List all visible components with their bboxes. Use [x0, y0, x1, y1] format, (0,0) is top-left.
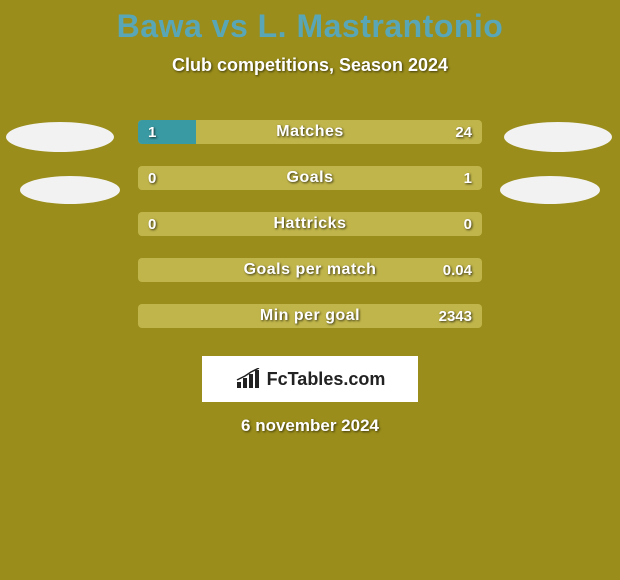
player1-oval-a: [6, 122, 114, 152]
comparison-card: Bawa vs L. Mastrantonio Club competition…: [0, 0, 620, 580]
stat-label: Goals per match: [138, 258, 482, 282]
stat-bar: 124Matches: [138, 120, 482, 144]
fctables-logo: FcTables.com: [202, 356, 418, 402]
stat-label: Min per goal: [138, 304, 482, 328]
player1-oval-b: [20, 176, 120, 204]
snapshot-date: 6 november 2024: [0, 416, 620, 436]
chart-icon: [235, 368, 261, 390]
stat-bar: 01Goals: [138, 166, 482, 190]
stat-bar: 00Hattricks: [138, 212, 482, 236]
player2-oval-a: [504, 122, 612, 152]
stat-label: Hattricks: [138, 212, 482, 236]
stat-label: Goals: [138, 166, 482, 190]
logo-text: FcTables.com: [267, 369, 386, 390]
stat-bars: 124Matches 01Goals 00Hattricks 0.04Goals pe…: [138, 120, 482, 328]
stat-bar: 0.04Goals per match: [138, 258, 482, 282]
player2-oval-b: [500, 176, 600, 204]
page-title: Bawa vs L. Mastrantonio: [0, 0, 620, 45]
stat-label: Matches: [138, 120, 482, 144]
stat-bar: 2343Min per goal: [138, 304, 482, 328]
subtitle: Club competitions, Season 2024: [0, 55, 620, 76]
